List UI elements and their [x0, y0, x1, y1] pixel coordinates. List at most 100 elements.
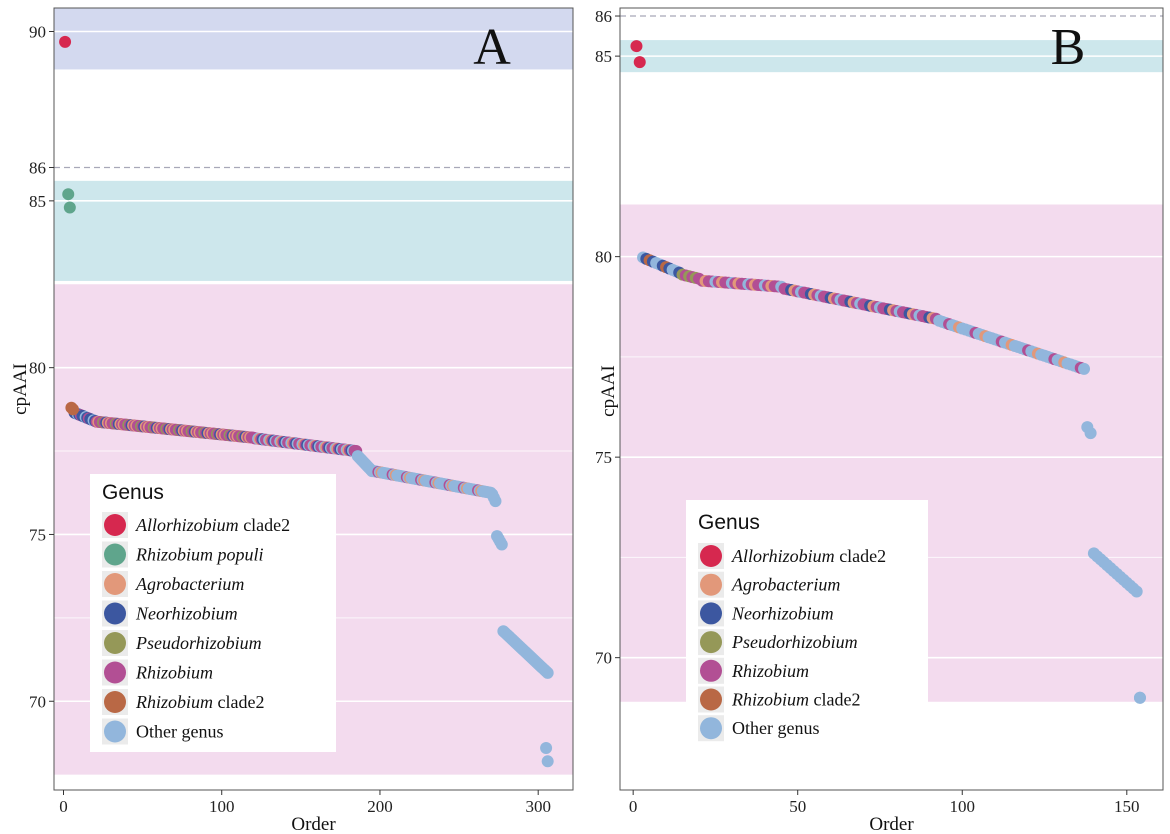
legend-label: Rhizobium clade2 [135, 692, 264, 712]
x-axis-label: Order [869, 814, 914, 834]
legend-label-italic: Rhizobium [731, 661, 809, 681]
legend-label: Rhizobium [135, 663, 213, 683]
plot-frame [619, 7, 1164, 791]
x-axis-label: Order [291, 814, 336, 834]
y-tick-label: 85 [29, 192, 46, 211]
data-points [59, 35, 554, 768]
legend-label-suffix: clade2 [835, 546, 886, 566]
legend-swatch [104, 602, 126, 625]
legend-swatch [700, 631, 722, 654]
x-tick-label: 100 [950, 797, 976, 816]
legend-swatch [700, 659, 722, 682]
data-point [633, 56, 646, 69]
data-point [630, 40, 643, 53]
x-tick-label: 0 [59, 797, 68, 816]
legend-label-italic: Agrobacterium [135, 574, 244, 594]
band-blue [54, 8, 573, 70]
legend-label-italic: Rhizobium populi [135, 545, 264, 565]
plot-frame [53, 7, 574, 791]
x-tick-label: 0 [629, 797, 638, 816]
y-axis-label: cpAAI [598, 365, 619, 417]
y-tick-label: 80 [595, 248, 612, 267]
panel-b-chart: 70 75 80 85 86 0 50 100 150 Order cpAAI B Genus Allor… [595, 7, 1164, 834]
legend-label: Neorhizobium [731, 603, 834, 623]
legend-label: Agrobacterium [135, 574, 244, 594]
legend-label-suffix: clade2 [809, 690, 860, 710]
band-teal [54, 180, 573, 281]
panel-a-chart: 70 75 80 85 86 90 0 100 200 300 Order cpAAI A Genus Al… [10, 7, 574, 834]
data-point [489, 495, 502, 508]
legend-label: Allorhizobium clade2 [135, 515, 290, 535]
legend-label: Pseudorhizobium [135, 633, 262, 653]
legend-label-italic: Neorhizobium [731, 603, 834, 623]
x-tick-label: 300 [525, 797, 551, 816]
legend-label-italic: Pseudorhizobium [135, 633, 262, 653]
x-tick-label: 150 [1114, 797, 1140, 816]
data-point [541, 666, 554, 679]
data-point [1084, 427, 1097, 440]
legend-swatch [104, 573, 126, 595]
y-tick-label: 70 [595, 649, 612, 668]
data-point [541, 755, 554, 768]
legend-label: Rhizobium clade2 [731, 690, 860, 710]
data-point [540, 741, 553, 754]
data-points [630, 40, 1146, 704]
data-point [63, 201, 76, 214]
y-tick-label: 75 [595, 448, 612, 467]
legend-label-italic: Allorhizobium [135, 515, 239, 535]
legend: Genus Allorhizobium clade2 Agrobacterium Ne… [686, 500, 928, 749]
legend: Genus Allorhizobium clade2 Rhizobium popul… [90, 474, 336, 752]
legend-label: Other genus [136, 722, 223, 742]
data-point [66, 403, 79, 416]
legend-label: Rhizobium populi [135, 545, 264, 565]
legend-label-italic: Allorhizobium [731, 546, 835, 566]
legend-box [90, 474, 336, 752]
legend-label-italic: Rhizobium [135, 692, 213, 712]
x-tick-label: 200 [367, 797, 393, 816]
legend-label-italic: Neorhizobium [135, 604, 238, 624]
y-tick-label: 75 [29, 525, 46, 544]
legend-swatch [104, 661, 126, 684]
legend-label: Other genus [732, 718, 819, 738]
data-point [1130, 585, 1143, 598]
legend-label: Neorhizobium [135, 604, 238, 624]
y-tick-label: 90 [29, 23, 46, 42]
legend-swatch [700, 573, 722, 596]
x-tick-label: 50 [789, 797, 806, 816]
panel-label: A [473, 19, 511, 76]
legend-label-italic: Rhizobium [135, 663, 213, 683]
legend-swatch [104, 632, 126, 654]
legend-label: Pseudorhizobium [731, 632, 858, 652]
legend-label: Agrobacterium [731, 575, 840, 595]
legend-label-suffix: Other genus [732, 718, 819, 738]
y-tick-label: 85 [595, 47, 612, 66]
legend-swatch [700, 688, 722, 711]
y-tick-label: 86 [595, 7, 612, 26]
legend-label: Allorhizobium clade2 [731, 546, 886, 566]
y-axis-label: cpAAI [10, 363, 31, 415]
legend-label-italic: Rhizobium [731, 690, 809, 710]
legend-box [686, 500, 928, 749]
legend-label-suffix: Other genus [136, 722, 223, 742]
data-point [495, 538, 508, 551]
legend-swatch [700, 545, 722, 567]
y-tick-label: 86 [29, 159, 46, 178]
legend-title: Genus [698, 511, 760, 534]
legend-swatch [700, 602, 722, 625]
legend-swatch [104, 720, 126, 743]
data-point [1133, 691, 1146, 704]
legend-label-italic: Agrobacterium [731, 575, 840, 595]
legend-swatch [104, 691, 126, 713]
legend-swatch [104, 543, 126, 566]
y-tick-label: 80 [29, 359, 46, 378]
legend-swatch [700, 717, 722, 740]
legend-title: Genus [102, 481, 164, 504]
y-tick-label: 70 [29, 692, 46, 711]
legend-label-italic: Pseudorhizobium [731, 632, 858, 652]
legend-label-suffix: clade2 [239, 515, 290, 535]
data-point [59, 35, 72, 48]
legend-label: Rhizobium [731, 661, 809, 681]
plot-area [54, 8, 573, 775]
data-point [62, 188, 75, 201]
